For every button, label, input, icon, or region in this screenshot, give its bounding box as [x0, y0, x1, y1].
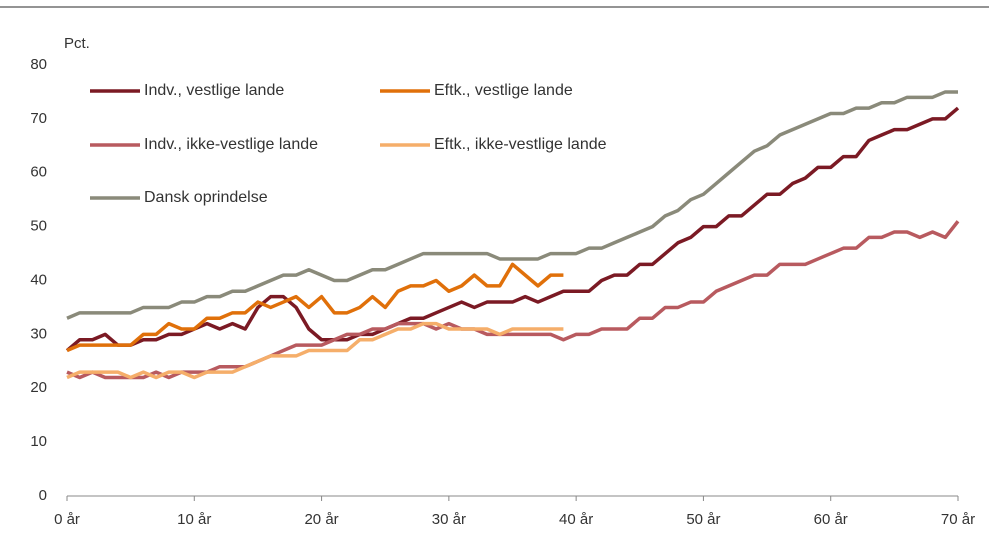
legend-text: Indv., vestlige lande [144, 82, 284, 99]
series-line [66, 262, 564, 353]
x-tick-label: 50 år [686, 511, 720, 528]
y-tick-label: 70 [30, 110, 47, 127]
y-tick-label: 20 [30, 379, 47, 396]
x-tick-label: 10 år [177, 511, 211, 528]
legend-text: Indv., ikke-vestlige lande [144, 136, 318, 153]
series-line [66, 220, 960, 380]
y-tick-label: 50 [30, 218, 47, 235]
legend-text: Eftk., ikke-vestlige lande [434, 136, 607, 153]
series-line [65, 106, 960, 352]
y-tick-label: 30 [30, 325, 47, 342]
y-axis-label: Pct. [64, 35, 90, 52]
x-tick-label: 30 år [432, 511, 466, 528]
y-tick-label: 10 [30, 433, 47, 450]
series-line [66, 90, 958, 320]
series-line [66, 321, 564, 380]
x-tick-label: 70 år [941, 511, 975, 528]
legend-text: Dansk oprindelse [144, 189, 268, 206]
y-tick-label: 60 [30, 164, 47, 181]
y-tick-label: 0 [39, 487, 47, 504]
legend-text: Eftk., vestlige lande [434, 82, 573, 99]
y-tick-label: 40 [30, 271, 47, 288]
x-tick-label: 60 år [814, 511, 848, 528]
x-tick-label: 40 år [559, 511, 593, 528]
y-tick-label: 80 [30, 56, 47, 73]
x-tick-label: 0 år [54, 511, 80, 528]
x-tick-label: 20 år [304, 511, 338, 528]
